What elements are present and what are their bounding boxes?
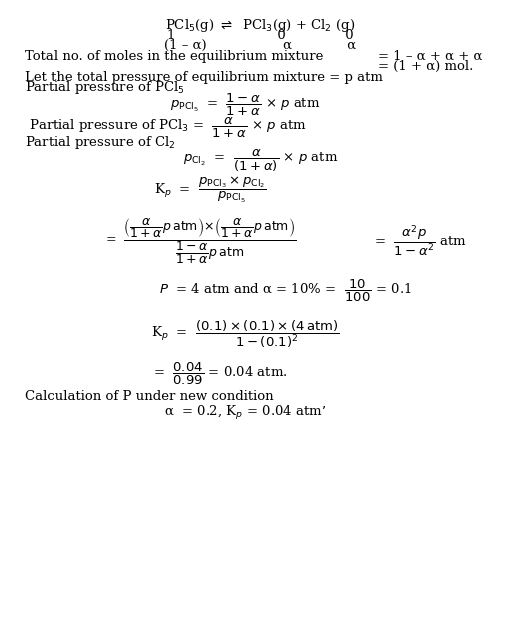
Text: Partial pressure of PCl$_5$: Partial pressure of PCl$_5$ bbox=[26, 79, 185, 96]
Text: =  $\dfrac{\left(\dfrac{\alpha}{1+\alpha}p\,\mathrm{atm}\right)\!\times\!\left(\: = $\dfrac{\left(\dfrac{\alpha}{1+\alpha}… bbox=[105, 216, 296, 266]
Text: =  $\dfrac{\alpha^2 p}{1-\alpha^2}$ atm: = $\dfrac{\alpha^2 p}{1-\alpha^2}$ atm bbox=[374, 223, 467, 258]
Text: PCl$_5$(g) $\rightleftharpoons$  PCl$_3$(g) + Cl$_2$ (g): PCl$_5$(g) $\rightleftharpoons$ PCl$_3$(… bbox=[166, 17, 355, 34]
Text: K$_p$  =  $\dfrac{(0.1)\times(0.1)\times(4\,\mathrm{atm})}{1-(0.1)^2}$: K$_p$ = $\dfrac{(0.1)\times(0.1)\times(4… bbox=[151, 319, 340, 350]
Text: $P$  = 4 atm and α = 10% =  $\dfrac{10}{100}$ = 0.1: $P$ = 4 atm and α = 10% = $\dfrac{10}{10… bbox=[159, 278, 412, 305]
Text: K$_p$  =  $\dfrac{p_{\mathrm{PCl_3}} \times p_{\mathrm{Cl_2}}}{p_{\mathrm{PCl_5}: K$_p$ = $\dfrac{p_{\mathrm{PCl_3}} \time… bbox=[154, 175, 267, 204]
Text: = 1 – α + α + α: = 1 – α + α + α bbox=[378, 50, 482, 63]
Text: Partial pressure of Cl$_2$: Partial pressure of Cl$_2$ bbox=[26, 134, 176, 151]
Text: = (1 + α) mol.: = (1 + α) mol. bbox=[378, 60, 474, 73]
Text: (1 – α)                  α             α: (1 – α) α α bbox=[165, 38, 356, 51]
Text: Calculation of P under new condition: Calculation of P under new condition bbox=[26, 391, 274, 404]
Text: Let the total pressure of equilibrium mixture = p atm: Let the total pressure of equilibrium mi… bbox=[26, 71, 383, 84]
Text: =  $\dfrac{0.04}{0.99}$ = 0.04 atm.: = $\dfrac{0.04}{0.99}$ = 0.04 atm. bbox=[153, 361, 288, 387]
Text: $p_{\mathrm{Cl_2}}$  =  $\dfrac{\alpha}{(1+\alpha)}$ × $p$ atm: $p_{\mathrm{Cl_2}}$ = $\dfrac{\alpha}{(1… bbox=[183, 148, 338, 174]
Text: $p_{\mathrm{PCl_5}}$  =  $\dfrac{1-\alpha}{1+\alpha}$ × $p$ atm: $p_{\mathrm{PCl_5}}$ = $\dfrac{1-\alpha}… bbox=[170, 92, 321, 118]
Text: Partial pressure of PCl$_3$ =  $\dfrac{\alpha}{1+\alpha}$ × $p$ atm: Partial pressure of PCl$_3$ = $\dfrac{\a… bbox=[26, 116, 307, 139]
Text: α  = 0.2, K$_p$ = 0.04 atm’: α = 0.2, K$_p$ = 0.04 atm’ bbox=[165, 404, 327, 422]
Text: 1                        0              0: 1 0 0 bbox=[167, 29, 354, 42]
Text: Total no. of moles in the equilibrium mixture: Total no. of moles in the equilibrium mi… bbox=[26, 50, 324, 63]
